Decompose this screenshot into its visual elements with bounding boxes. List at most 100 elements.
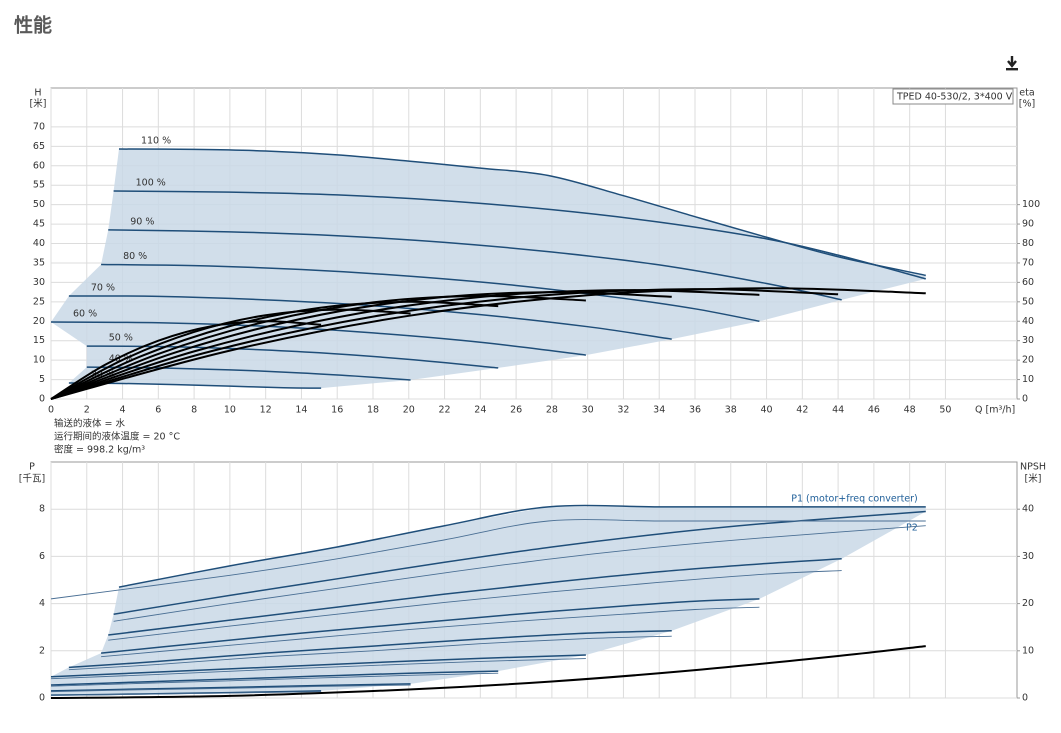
curve	[86, 366, 411, 381]
y-tick-label: 25	[33, 296, 45, 307]
y2-tick-label: 100	[1022, 199, 1040, 210]
y2-axis-unit: [米]	[1025, 473, 1042, 485]
download-icon[interactable]	[1006, 56, 1018, 71]
y2-curve	[50, 320, 322, 400]
x-tick-label: 8	[191, 405, 197, 416]
y2-axis-label: NPSH	[1020, 462, 1046, 473]
y2-tick-label: 30	[1022, 335, 1034, 346]
y2-tick-label: 70	[1022, 257, 1034, 268]
curve	[50, 683, 411, 692]
x-tick-label: 20	[403, 405, 415, 416]
x-tick-label: 14	[295, 405, 307, 416]
y2-curve	[50, 645, 926, 699]
curve	[108, 558, 842, 636]
y-tick-label: 10	[33, 355, 45, 366]
curve	[113, 190, 926, 280]
x-tick-label: 34	[653, 405, 665, 416]
y-tick-label: 0	[39, 693, 45, 704]
y2-tick-label: 10	[1022, 374, 1034, 385]
x-tick-label: 24	[474, 405, 486, 416]
curve	[68, 629, 672, 669]
y-tick-label: 6	[39, 551, 45, 562]
y2-tick-label: 40	[1022, 504, 1034, 515]
y2-curve	[50, 288, 839, 400]
curve	[101, 606, 760, 658]
curve	[113, 525, 926, 622]
x-tick-label: 18	[367, 405, 379, 416]
curve	[50, 672, 499, 687]
y-tick-label: 15	[33, 335, 45, 346]
x-tick-label: 22	[439, 405, 451, 416]
y2-tick-label: 80	[1022, 238, 1034, 249]
curve	[50, 519, 926, 600]
y2-axis-unit: [%]	[1019, 99, 1035, 110]
curve	[50, 654, 586, 678]
x-tick-label: 40	[761, 405, 773, 416]
curve-label: 80 %	[123, 251, 147, 262]
y-axis-label: H	[34, 88, 41, 99]
x-tick-label: 36	[689, 405, 701, 416]
x-axis-label: Q [m³/h]	[975, 405, 1015, 416]
x-tick-label: 12	[260, 405, 272, 416]
curve	[50, 658, 586, 680]
y2-tick-label: 50	[1022, 296, 1034, 307]
y-tick-label: 30	[33, 277, 45, 288]
y-axis-label: P	[29, 462, 35, 473]
curve	[118, 504, 926, 588]
operating-range	[51, 506, 926, 696]
x-tick-label: 16	[331, 405, 343, 416]
y-tick-label: 60	[33, 160, 45, 171]
y-axis-unit: [千瓦]	[19, 474, 45, 485]
curve	[50, 691, 322, 696]
y-tick-label: 70	[33, 121, 45, 132]
x-tick-label: 2	[84, 405, 90, 416]
curve	[68, 382, 322, 389]
x-tick-label: 42	[796, 405, 808, 416]
x-tick-label: 0	[48, 405, 54, 416]
model-box	[892, 88, 1014, 105]
y-axis-unit: [米]	[30, 98, 47, 110]
curve-label: 50 %	[109, 333, 133, 344]
x-tick-label: 38	[725, 405, 737, 416]
x-tick-label: 4	[120, 405, 126, 416]
y2-curve	[50, 300, 499, 400]
y2-tick-label: 10	[1022, 645, 1034, 656]
y2-tick-label: 0	[1022, 394, 1028, 405]
x-tick-label: 26	[510, 405, 522, 416]
y-tick-label: 45	[33, 219, 45, 230]
page-title: 性能	[14, 14, 52, 37]
curve-label: 100 %	[136, 178, 166, 189]
note: 运行期间的液体温度 = 20 °C	[54, 431, 180, 443]
x-tick-label: 50	[939, 405, 951, 416]
y2-curve	[50, 287, 926, 400]
x-tick-label: 10	[224, 405, 236, 416]
curve-label: 90 %	[130, 216, 154, 227]
curve	[50, 321, 586, 356]
y-tick-label: 20	[33, 316, 45, 327]
curve-label: 110 %	[141, 136, 171, 147]
x-tick-label: 32	[617, 405, 629, 416]
y-tick-label: 55	[33, 180, 45, 191]
y2-tick-label: 30	[1022, 551, 1034, 562]
curve-label: 60 %	[73, 309, 97, 320]
curve	[108, 229, 842, 301]
y-tick-label: 4	[39, 598, 45, 609]
y-tick-label: 50	[33, 199, 45, 210]
y-tick-label: 35	[33, 257, 45, 268]
note: 输送的液体 = 水	[54, 418, 125, 430]
curve-label: 40 %	[109, 354, 133, 365]
curve	[68, 635, 672, 671]
y2-curve	[50, 289, 760, 400]
chart: 0 2 4 6 8 10 12 14 16 18 20 22 24 26 28 30 32 34 36 38 40 42 4…	[33, 87, 1040, 416]
note: 密度 = 998.2 kg/m³	[54, 444, 145, 456]
y-tick-label: 8	[39, 504, 45, 515]
y2-tick-label: 90	[1022, 219, 1034, 230]
curve	[113, 510, 926, 615]
y-tick-label: 2	[39, 645, 45, 656]
x-tick-label: 28	[546, 405, 558, 416]
y-tick-label: 65	[33, 141, 45, 152]
series-label: P2	[906, 523, 918, 534]
operating-range	[51, 149, 926, 389]
